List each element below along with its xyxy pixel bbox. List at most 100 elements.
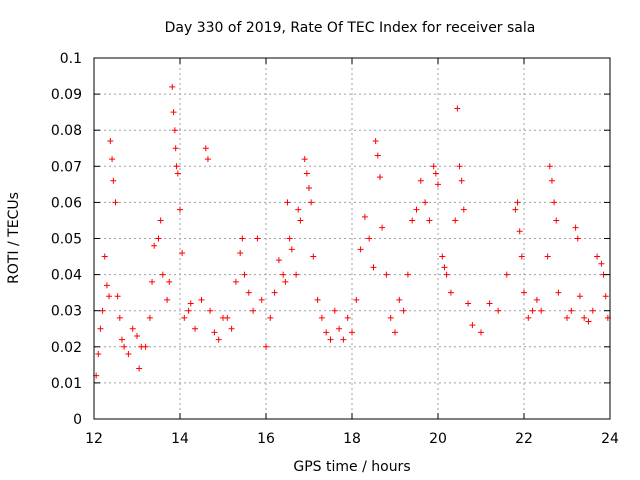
data-point bbox=[97, 325, 104, 332]
data-point bbox=[211, 329, 218, 336]
data-point bbox=[432, 170, 439, 177]
data-point bbox=[366, 235, 373, 242]
y-tick-label: 0.08 bbox=[51, 123, 82, 139]
data-point bbox=[372, 138, 379, 145]
data-point bbox=[134, 332, 140, 339]
data-point bbox=[275, 257, 282, 264]
x-tick-label: 12 bbox=[85, 431, 103, 447]
data-point bbox=[441, 264, 448, 271]
data-point bbox=[344, 314, 351, 321]
y-tick-label: 0.07 bbox=[51, 159, 82, 175]
data-point bbox=[306, 184, 312, 191]
data-point bbox=[228, 325, 235, 332]
data-point bbox=[172, 145, 179, 152]
data-point bbox=[387, 314, 394, 321]
data-point bbox=[465, 300, 472, 307]
data-point bbox=[318, 314, 325, 321]
y-tick-label: 0.04 bbox=[51, 268, 82, 284]
data-point bbox=[396, 296, 403, 303]
data-point bbox=[454, 105, 461, 112]
data-point bbox=[286, 235, 293, 242]
data-point bbox=[447, 289, 454, 296]
data-point bbox=[336, 325, 343, 332]
data-point bbox=[301, 156, 308, 163]
chart-title: Day 330 of 2019, Rate Of TEC Index for r… bbox=[165, 20, 536, 36]
data-point bbox=[417, 177, 424, 184]
y-tick-label: 0.03 bbox=[51, 304, 82, 320]
y-tick-label: 0.02 bbox=[51, 340, 82, 356]
data-point bbox=[357, 246, 364, 253]
data-points bbox=[93, 83, 611, 379]
data-point bbox=[574, 235, 581, 242]
data-point bbox=[237, 249, 244, 256]
y-tick-label: 0.09 bbox=[51, 87, 82, 103]
data-point bbox=[112, 199, 119, 206]
data-point bbox=[458, 177, 465, 184]
x-axis: 12 14 16 18 20 22 24 bbox=[85, 58, 619, 447]
data-point bbox=[303, 170, 310, 177]
data-point bbox=[171, 127, 178, 134]
data-point bbox=[435, 181, 441, 188]
y-tick-label: 0 bbox=[73, 412, 82, 428]
data-point bbox=[187, 300, 194, 307]
data-point bbox=[594, 253, 601, 260]
data-point bbox=[250, 307, 257, 314]
data-point bbox=[118, 336, 125, 343]
data-point bbox=[173, 163, 180, 170]
data-point bbox=[295, 206, 302, 213]
data-point bbox=[568, 307, 575, 314]
data-point bbox=[331, 307, 338, 314]
data-point bbox=[215, 336, 222, 343]
data-point bbox=[383, 271, 390, 278]
data-point bbox=[125, 351, 132, 358]
data-point bbox=[413, 206, 420, 213]
y-tick-label: 0.1 bbox=[60, 51, 82, 67]
data-point bbox=[514, 199, 521, 206]
data-point bbox=[349, 329, 355, 336]
data-point bbox=[602, 293, 609, 300]
data-point bbox=[179, 249, 186, 256]
data-point bbox=[379, 224, 386, 231]
data-point bbox=[430, 163, 437, 170]
data-point bbox=[157, 217, 164, 224]
data-point bbox=[374, 152, 381, 159]
data-point bbox=[323, 329, 330, 336]
data-point bbox=[486, 300, 493, 307]
data-point bbox=[271, 289, 278, 296]
data-point bbox=[224, 314, 231, 321]
data-point bbox=[232, 278, 239, 285]
data-point bbox=[149, 278, 156, 285]
data-point bbox=[456, 163, 463, 170]
data-point bbox=[495, 307, 502, 314]
data-point bbox=[512, 206, 519, 213]
data-point bbox=[598, 260, 605, 267]
x-tick-label: 20 bbox=[429, 431, 447, 447]
data-point bbox=[207, 307, 214, 314]
data-point bbox=[245, 289, 252, 296]
data-point bbox=[198, 296, 205, 303]
data-point bbox=[581, 314, 588, 321]
grid-lines bbox=[94, 58, 610, 419]
data-point bbox=[136, 365, 143, 372]
data-point bbox=[548, 177, 555, 184]
x-axis-label: GPS time / hours bbox=[293, 459, 410, 475]
data-point bbox=[308, 199, 315, 206]
data-point bbox=[576, 293, 583, 300]
x-tick-label: 22 bbox=[515, 431, 533, 447]
data-point bbox=[521, 289, 527, 296]
data-point bbox=[181, 314, 188, 321]
data-point bbox=[340, 336, 347, 343]
data-point bbox=[422, 199, 429, 206]
data-point bbox=[174, 170, 181, 177]
data-point bbox=[353, 296, 360, 303]
data-point bbox=[293, 271, 300, 278]
data-point bbox=[518, 253, 525, 260]
data-point bbox=[282, 278, 289, 285]
data-point bbox=[538, 307, 545, 314]
data-point bbox=[129, 325, 136, 332]
data-point bbox=[99, 307, 106, 314]
data-point bbox=[192, 325, 199, 332]
data-point bbox=[439, 253, 446, 260]
data-point bbox=[426, 217, 433, 224]
